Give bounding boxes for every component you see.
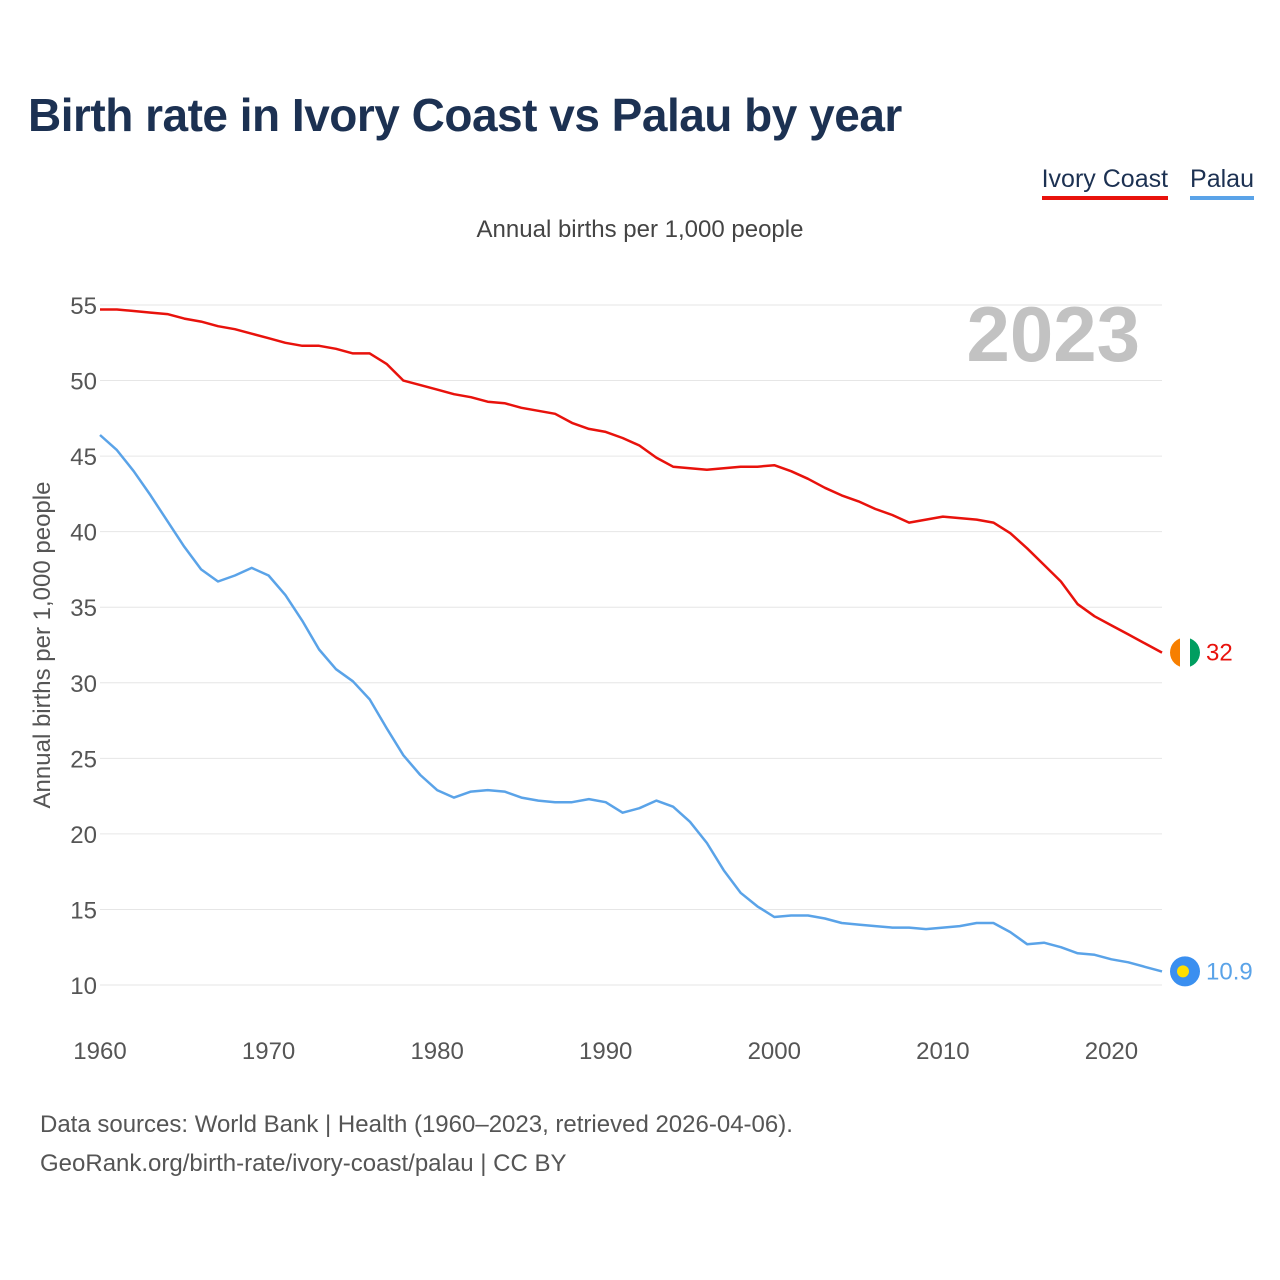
y-tick-label: 20: [70, 822, 97, 849]
footer: Data sources: World Bank | Health (1960–…: [40, 1105, 793, 1183]
y-tick-label: 45: [70, 444, 97, 471]
x-tick-label: 2020: [1085, 1038, 1138, 1065]
y-tick-label: 10: [70, 973, 97, 1000]
x-tick-label: 1990: [579, 1038, 632, 1065]
y-tick-label: 30: [70, 671, 97, 698]
y-axis-label: Annual births per 1,000 people: [29, 482, 56, 809]
legend-item-palau[interactable]: Palau: [1190, 164, 1254, 200]
flag-icon-ivory-coast: [1170, 637, 1200, 668]
legend: Ivory Coast Palau: [1041, 164, 1254, 200]
chart-subtitle: Annual births per 1,000 people: [476, 216, 804, 243]
end-value-label-palau: 10.9: [1206, 958, 1253, 985]
year-label: 2023: [966, 290, 1140, 378]
y-tick-label: 25: [70, 746, 97, 773]
x-tick-label: 2010: [916, 1038, 969, 1065]
source-url: GeoRank.org/birth-rate/ivory-coast/palau…: [40, 1150, 567, 1177]
chart-title: Birth rate in Ivory Coast vs Palau by ye…: [28, 89, 902, 141]
x-tick-label: 1960: [73, 1038, 126, 1065]
y-tick-label: 50: [70, 369, 97, 396]
flag-icon-palau-dot: [1177, 965, 1189, 978]
y-tick-label: 40: [70, 520, 97, 547]
legend-item-ivory-coast[interactable]: Ivory Coast: [1041, 164, 1169, 200]
x-tick-label: 2000: [748, 1038, 801, 1065]
end-value-label-ivory-coast: 32: [1206, 640, 1233, 667]
data-source-note: Data sources: World Bank | Health (1960–…: [40, 1111, 793, 1138]
line-chart: 10 15 20 25 30 35 40 45 50 55 1960 1970 1980 1990 2000…: [29, 290, 1253, 1065]
series-line-ivory-coast: [100, 308, 1163, 654]
y-tick-label: 15: [70, 897, 97, 924]
y-tick-label: 35: [70, 595, 97, 622]
x-tick-label: 1980: [410, 1038, 463, 1065]
y-tick-label: 55: [70, 293, 97, 320]
x-tick-label: 1970: [242, 1038, 295, 1065]
series-line-palau: [99, 434, 1163, 973]
